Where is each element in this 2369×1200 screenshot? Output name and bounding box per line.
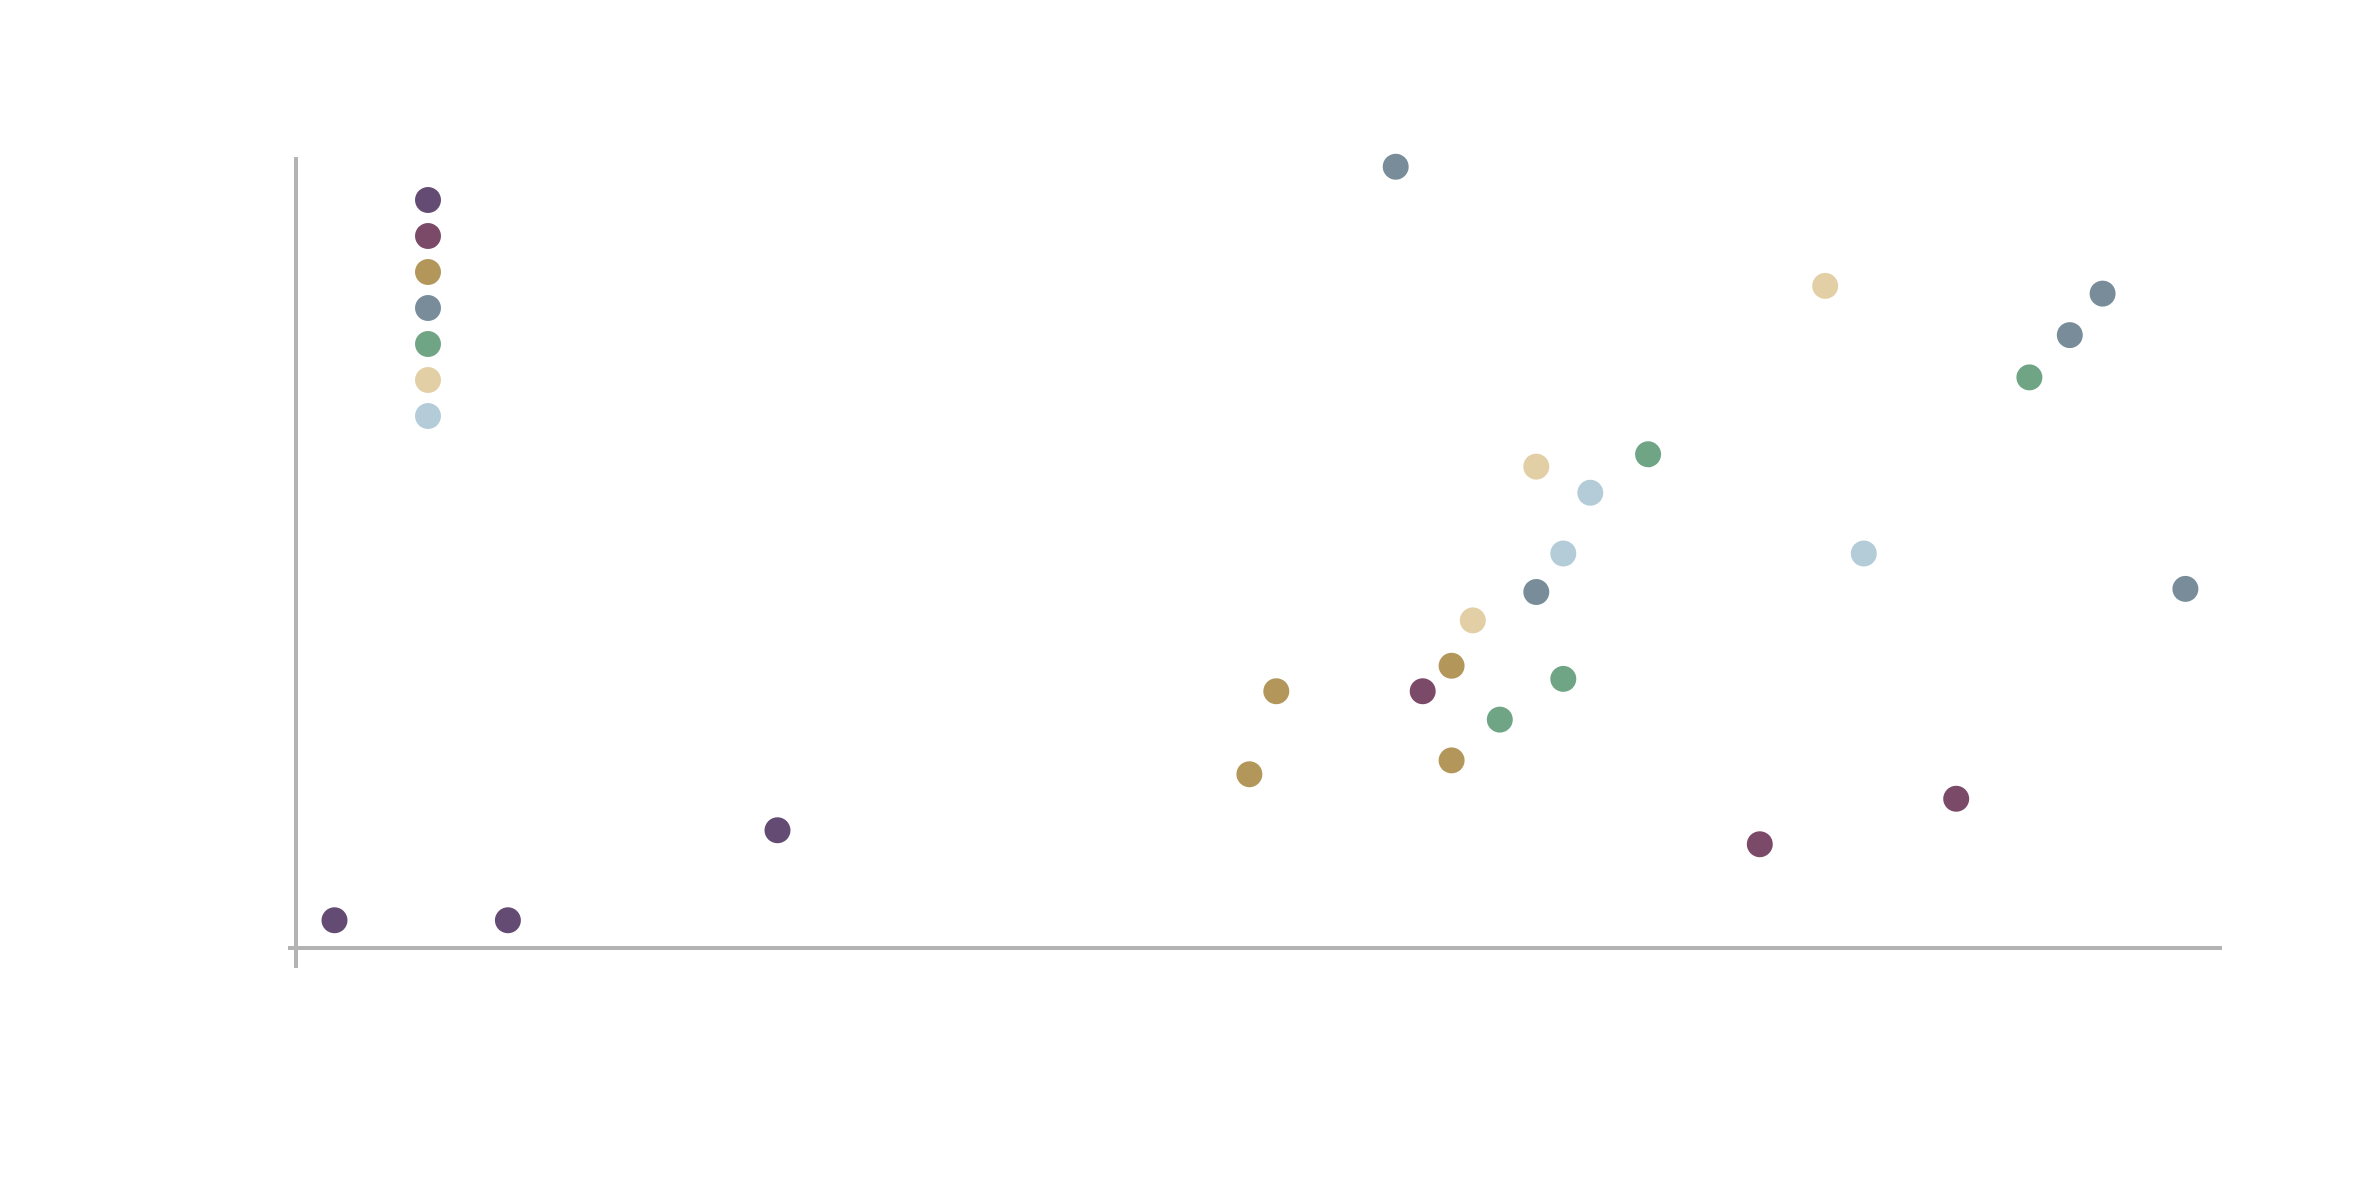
data-point-series-6-3	[1812, 272, 1839, 299]
data-point-series-7-2	[1577, 479, 1604, 506]
data-point-series-1-2	[494, 907, 521, 934]
data-point-series-1-3	[764, 817, 791, 844]
data-point-series-4-2	[1523, 579, 1550, 605]
data-point-series-5-2	[1550, 665, 1577, 692]
plot-points	[321, 153, 2199, 934]
data-point-series-1-1	[321, 907, 348, 934]
legend	[415, 187, 441, 429]
data-point-series-4-3	[2056, 322, 2083, 349]
data-point-series-2-1	[1409, 678, 1436, 705]
legend-marker-3	[415, 259, 441, 285]
data-point-series-7-1	[1550, 540, 1577, 567]
data-point-series-6-1	[1459, 607, 1486, 634]
legend-marker-2	[415, 223, 441, 249]
legend-marker-6	[415, 367, 441, 393]
legend-marker-4	[415, 295, 441, 321]
legend-marker-7	[415, 403, 441, 429]
data-point-series-4-1	[1382, 153, 1409, 180]
data-point-series-3-1	[1236, 761, 1263, 788]
data-point-series-3-3	[1438, 652, 1465, 679]
data-point-series-2-2	[1746, 831, 1773, 858]
data-point-series-4-4	[2089, 280, 2116, 307]
data-point-series-3-4	[1438, 747, 1465, 774]
data-point-series-4-5	[2172, 575, 2199, 602]
legend-marker-1	[415, 187, 441, 213]
data-point-series-5-1	[1486, 706, 1513, 733]
legend-marker-5	[415, 331, 441, 357]
data-point-series-7-3	[1850, 540, 1877, 567]
data-point-series-5-3	[1635, 441, 1662, 468]
data-point-series-5-4	[2016, 364, 2043, 391]
data-point-series-6-2	[1523, 453, 1550, 480]
data-point-series-3-2	[1263, 678, 1290, 705]
data-point-series-2-3	[1943, 785, 1970, 812]
